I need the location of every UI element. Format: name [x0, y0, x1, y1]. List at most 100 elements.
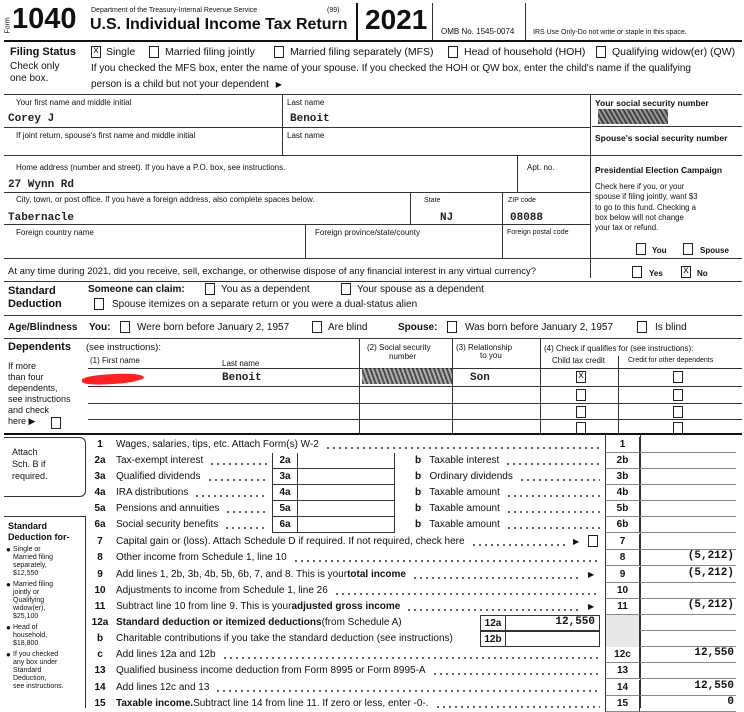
line-amount-field[interactable]	[640, 437, 736, 453]
dot-leader	[194, 495, 268, 497]
dependent-last-name[interactable]: Benoit	[222, 372, 262, 384]
line-amount-field[interactable]: 12,550	[640, 647, 736, 663]
standard-deduction-title: Standard	[8, 285, 56, 297]
campaign-you-checkbox[interactable]	[636, 243, 646, 255]
inner-amount-field[interactable]	[298, 501, 395, 517]
spouse-dependent-checkbox[interactable]	[341, 283, 351, 295]
line-description: Add lines 12a and 12b	[116, 649, 216, 660]
line-number: 3a	[94, 471, 106, 482]
line-code: 1	[605, 437, 640, 453]
line-amount-field[interactable]: 0	[640, 696, 736, 712]
other-dependent-credit-checkbox[interactable]	[673, 406, 683, 418]
spouse-blind-checkbox[interactable]	[637, 321, 647, 333]
line-amount-field[interactable]	[640, 501, 736, 517]
line-amount-field[interactable]: (5,212)	[640, 599, 736, 615]
inner-amount-field[interactable]	[506, 631, 600, 647]
child-tax-credit-checkbox[interactable]: x	[576, 371, 586, 383]
filing-status-checkbox[interactable]	[149, 46, 159, 58]
divider	[305, 224, 306, 258]
line-amount-field[interactable]: (5,212)	[640, 567, 736, 583]
line-amount-field[interactable]: 12,550	[640, 680, 736, 696]
child-tax-credit-checkbox[interactable]	[576, 389, 586, 401]
line-amount-field[interactable]	[640, 469, 736, 485]
dependent-ssn-redacted[interactable]	[362, 368, 452, 384]
line-number: 8	[97, 552, 103, 563]
income-line: 7 Capital gain or (loss). Attach Schedule…	[88, 534, 738, 550]
divider	[4, 155, 742, 156]
income-line: 3a Qualified dividends 3a b Ordinary divide…	[88, 469, 738, 485]
line-amount-field[interactable]	[640, 453, 736, 469]
dot-leader	[406, 609, 582, 611]
income-line: 14 Add lines 12c and 13 14 12,550	[88, 680, 738, 696]
inner-amount-field[interactable]	[298, 469, 395, 485]
line-code: 8	[605, 550, 640, 566]
apt-label: Apt. no.	[527, 163, 555, 172]
bullet-icon: ●	[6, 650, 11, 659]
dependent-first-name-redacted[interactable]	[81, 371, 145, 387]
ssn-redacted[interactable]	[598, 109, 668, 124]
bullet-line: household,	[13, 632, 48, 639]
more-dependents-checkbox[interactable]	[51, 417, 61, 429]
line-description-text: Wages, salaries, tips, etc. Attach Form(…	[116, 439, 319, 450]
first-name-field[interactable]: Corey J	[8, 113, 55, 125]
campaign-title: Presidential Election Campaign	[595, 165, 723, 175]
inner-amount-field[interactable]	[298, 485, 395, 501]
zip-field[interactable]: 08088	[510, 212, 544, 224]
other-dependent-credit-checkbox[interactable]	[673, 389, 683, 401]
virtual-currency-no-label: No	[697, 269, 708, 278]
virtual-currency-no-checkbox[interactable]: x	[681, 266, 691, 278]
filing-status-checkbox[interactable]	[274, 46, 284, 58]
line-description: Adjustments to income from Schedule 1, l…	[116, 585, 328, 596]
tax-year: 2021	[365, 4, 428, 35]
line-amount-field[interactable]	[640, 663, 736, 679]
spouse-itemizes-label: Spouse itemizes on a separate return or …	[112, 299, 418, 310]
bullet-line: Head of	[13, 624, 38, 631]
you-dependent-checkbox[interactable]	[205, 283, 215, 295]
last-name-label: Last name	[287, 98, 325, 107]
divider	[356, 3, 358, 41]
line-amount-field[interactable]	[640, 583, 736, 599]
line-number: 10	[94, 585, 106, 596]
you-blind-label: Are blind	[328, 322, 368, 333]
other-dependent-credit-checkbox[interactable]	[673, 371, 683, 383]
you-blind-checkbox[interactable]	[312, 321, 322, 333]
sub-line-text: Taxable amount	[429, 519, 500, 530]
line-amount-field[interactable]	[640, 615, 736, 631]
spouse-born-label: Was born before January 2, 1957	[465, 322, 614, 333]
line-description-text: Qualified business income deduction from…	[116, 665, 426, 676]
inner-amount-field[interactable]	[298, 517, 395, 533]
campaign-spouse-checkbox[interactable]	[683, 243, 693, 255]
line-description: Capital gain or (loss). Attach Schedule …	[116, 536, 465, 547]
filing-status-checkbox[interactable]: x	[91, 46, 101, 58]
you-born-checkbox[interactable]	[120, 321, 130, 333]
line-amount-field[interactable]: (5,212)	[640, 550, 736, 566]
filing-status-checkbox[interactable]	[596, 46, 606, 58]
state-field[interactable]: NJ	[440, 212, 454, 224]
divider	[4, 127, 590, 128]
child-tax-credit-checkbox[interactable]	[576, 406, 586, 418]
line-amount-field[interactable]	[640, 517, 736, 533]
line-description: Pensions and annuities	[116, 503, 219, 514]
city-field[interactable]: Tabernacle	[8, 212, 75, 224]
spouse-born-checkbox[interactable]	[447, 321, 457, 333]
inner-amount-field[interactable]	[298, 453, 395, 469]
dependent-relationship[interactable]: Son	[470, 372, 490, 384]
capital-gain-checkbox[interactable]	[588, 535, 598, 547]
line-amount-field[interactable]	[640, 631, 736, 647]
line-description-text: Social security benefits	[116, 519, 219, 530]
dep-col-qualifies: (4) Check if qualifies for (see instruct…	[544, 344, 694, 353]
dot-leader	[325, 447, 600, 449]
line-amount-field[interactable]	[640, 534, 736, 550]
street-field[interactable]: 27 Wynn Rd	[8, 179, 75, 191]
last-name-field[interactable]: Benoit	[290, 113, 330, 125]
spouse-itemizes-checkbox[interactable]	[94, 298, 104, 310]
arrow-icon: ▶	[588, 570, 595, 579]
inner-amount-field[interactable]: 12,550	[506, 615, 600, 631]
check-only-note: Check only	[10, 61, 60, 72]
line-amount-field[interactable]	[640, 485, 736, 501]
line-code: 3b	[605, 469, 640, 485]
virtual-currency-yes-checkbox[interactable]	[632, 266, 642, 278]
bullet-line: any box under	[13, 659, 58, 666]
filing-status-checkbox[interactable]	[448, 46, 458, 58]
bullet-icon: ●	[6, 545, 11, 554]
